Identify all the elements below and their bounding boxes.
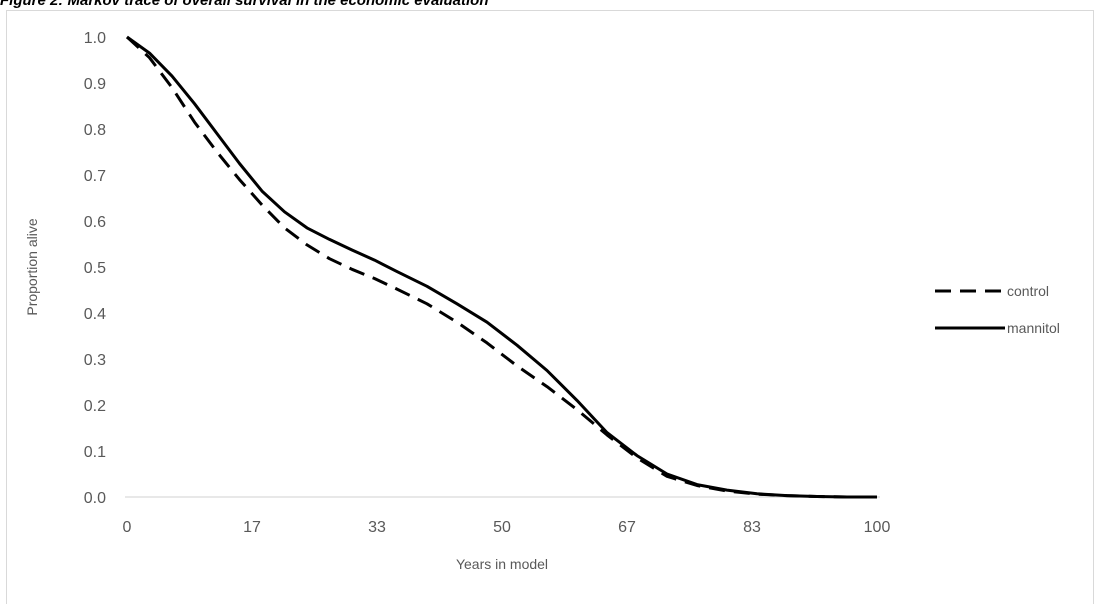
y-tick-label: 0.0 — [84, 490, 106, 507]
x-axis-label: Years in model — [456, 556, 548, 572]
y-tick-label: 0.2 — [84, 398, 106, 415]
y-tick-label: 0.3 — [84, 352, 106, 369]
y-tick-label: 0.7 — [84, 168, 106, 185]
series-line-mannitol — [126, 35, 877, 499]
y-tick-label: 0.1 — [84, 444, 106, 461]
legend-label-mannitol: mannitol — [1007, 320, 1060, 336]
y-tick-label: 1.0 — [84, 30, 106, 47]
chart-frame — [6, 10, 1094, 604]
figure-caption: Figure 2: Markov trace of overall surviv… — [0, 0, 489, 9]
x-tick-label: 67 — [618, 519, 636, 536]
x-tick-label: 17 — [243, 519, 261, 536]
y-tick-label: 0.9 — [84, 76, 106, 93]
legend-label-control: control — [1007, 283, 1049, 299]
x-tick-label: 33 — [368, 519, 386, 536]
y-tick-label: 0.5 — [84, 260, 106, 277]
x-tick-label: 50 — [493, 519, 511, 536]
y-tick-label: 0.4 — [84, 306, 106, 323]
y-axis-label: Proportion alive — [24, 218, 40, 315]
y-tick-label: 0.6 — [84, 214, 106, 231]
y-tick-label: 0.8 — [84, 122, 106, 139]
x-tick-label: 0 — [123, 519, 132, 536]
legend: control mannitol — [935, 283, 1060, 336]
series-line-control — [125, 35, 877, 499]
x-tick-label: 83 — [743, 519, 761, 536]
x-tick-label: 100 — [864, 519, 891, 536]
